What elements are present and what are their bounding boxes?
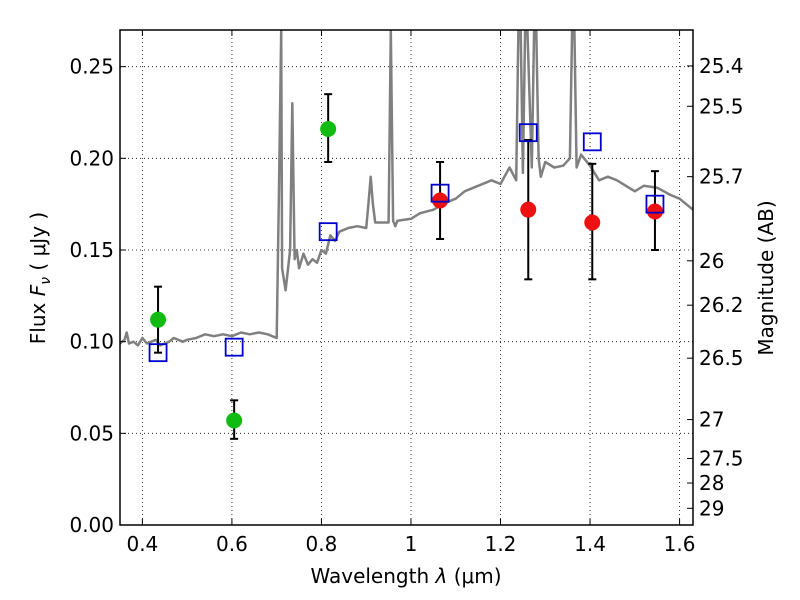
spectrum-line [120, 30, 693, 347]
y-tick-label: 0.15 [69, 238, 114, 262]
y-tick-label: 0.20 [69, 146, 114, 170]
model-square [224, 337, 244, 357]
x-tick-label: 0.6 [216, 532, 248, 556]
red-data-point [646, 203, 663, 220]
y-tick-label: 0.00 [69, 513, 114, 537]
model-square [318, 222, 338, 242]
magnitude-tick-label: 27 [699, 408, 724, 432]
red-data-point [520, 201, 537, 218]
grid-lines [120, 30, 693, 526]
magnitude-tick-label: 28 [699, 471, 724, 495]
x-tick-label: 0.4 [126, 532, 158, 556]
model-square [148, 343, 168, 363]
x-tick-label: 0.8 [306, 532, 338, 556]
model-square [645, 194, 665, 214]
y-tick-label: 0.25 [69, 55, 114, 79]
red-data-point [432, 192, 449, 209]
magnitude-tick-label: 26.5 [699, 346, 744, 370]
magnitude-tick-label: 25.7 [699, 165, 744, 189]
x-tick-label: 1.2 [485, 532, 517, 556]
x-tick-label: 1.6 [664, 532, 696, 556]
magnitude-tick-label: 25.5 [699, 94, 744, 118]
y-tick-label: 0.10 [69, 330, 114, 354]
tick-layer: 0.4 0.6 0.8 1 1.2 1.4 1.6 0.00 0.05 0.10 0.15 0.20 0… [69, 30, 744, 556]
magnitude-tick-label: 26.2 [699, 293, 744, 317]
x-tick-label: 1 [405, 532, 418, 556]
green-data-point [150, 311, 167, 328]
magnitude-tick-label: 26 [699, 249, 724, 273]
model-square [582, 132, 602, 152]
green-data-point [226, 412, 243, 429]
right-axis-label: Magnitude (AB) [754, 200, 778, 355]
marker-layer [148, 93, 665, 440]
model-square [518, 123, 538, 143]
spectrum-layer [120, 30, 693, 347]
x-axis-label: Wavelength λ (μm) [310, 564, 501, 588]
y-tick-label: 0.05 [69, 421, 114, 445]
plot-frame [119, 29, 694, 526]
magnitude-tick-label: 29 [699, 496, 724, 520]
magnitude-tick-label: 25.4 [699, 54, 744, 78]
x-tick-label: 1.4 [574, 532, 606, 556]
magnitude-tick-label: 27.5 [699, 446, 744, 470]
y-axis-label: Flux Fν ( μJy ) [26, 212, 54, 344]
green-data-point [320, 121, 337, 137]
model-square [430, 183, 450, 203]
red-data-point [584, 214, 601, 231]
